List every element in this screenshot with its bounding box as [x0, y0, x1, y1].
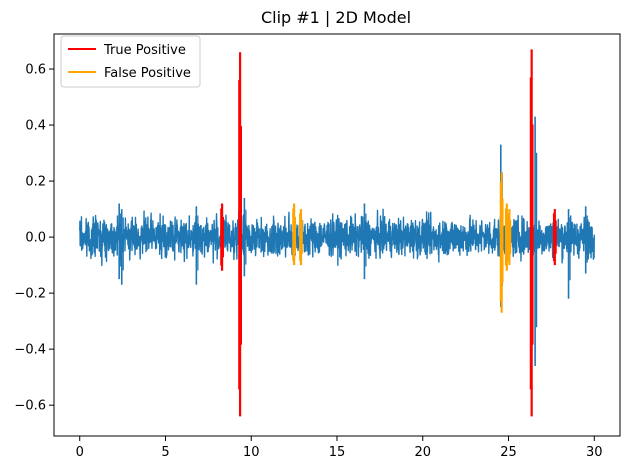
chart-title: Clip #1 | 2D Model	[261, 8, 411, 27]
x-axis: 0 5 10 15 20 25 30	[76, 436, 603, 460]
y-axis: −0.6 −0.4 −0.2 0.0 0.2 0.4 0.6	[14, 63, 54, 414]
false-positive-series	[292, 172, 512, 313]
y-tick-label: −0.6	[14, 399, 46, 414]
x-tick-label: 20	[414, 445, 431, 460]
y-tick-label: −0.2	[14, 287, 46, 302]
legend: True Positive False Positive	[60, 35, 201, 88]
signal-series	[79, 116, 595, 366]
y-tick-label: 0.6	[25, 63, 46, 78]
x-tick-label: 30	[586, 445, 603, 460]
x-tick-label: 15	[329, 445, 346, 460]
x-tick-label: 0	[76, 445, 84, 460]
y-tick-label: 0.0	[25, 231, 46, 246]
true-positive-series	[220, 49, 557, 417]
x-tick-label: 25	[500, 445, 517, 460]
legend-label-false-positive: False Positive	[104, 66, 191, 81]
x-tick-label: 10	[243, 445, 260, 460]
y-tick-label: 0.2	[25, 175, 46, 190]
y-tick-label: −0.4	[14, 343, 46, 358]
y-tick-label: 0.4	[25, 119, 46, 134]
legend-label-true-positive: True Positive	[103, 43, 186, 58]
signal-trace	[79, 208, 595, 267]
x-tick-label: 5	[161, 445, 169, 460]
